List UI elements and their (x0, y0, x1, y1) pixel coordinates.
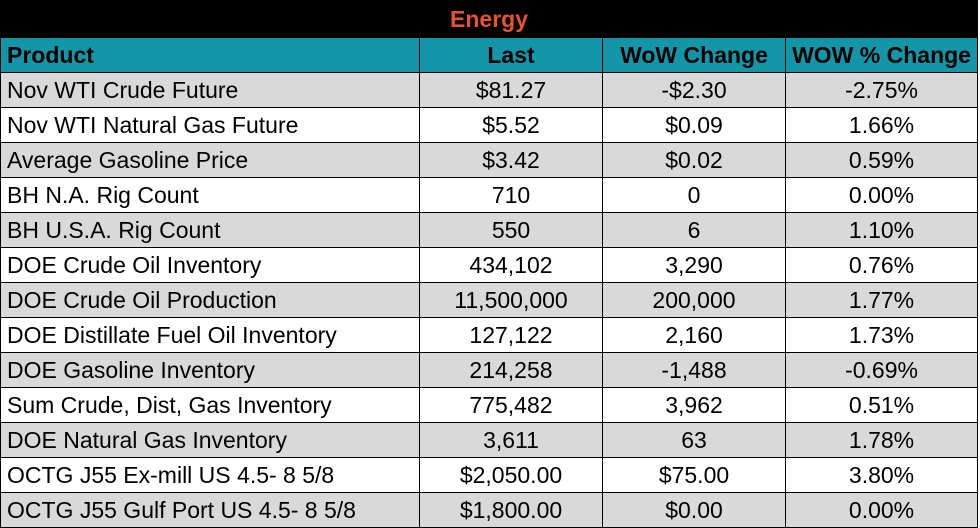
table-row: OCTG J55 Gulf Port US 4.5- 8 5/8 $1,800.0… (0, 492, 979, 528)
wow-change-cell: 200,000 (602, 282, 786, 318)
table-row: DOE Natural Gas Inventory 3,611 63 1.78% (0, 422, 979, 458)
product-cell: DOE Crude Oil Inventory (0, 247, 420, 283)
wow-change-cell: 3,962 (602, 387, 786, 423)
product-cell: BH U.S.A. Rig Count (0, 212, 420, 248)
wow-pct-change-cell: -2.75% (784, 72, 979, 108)
table-row: DOE Crude Oil Inventory 434,102 3,290 0.76% (0, 247, 979, 283)
product-cell: DOE Crude Oil Production (0, 282, 420, 318)
header-wow-change: WoW Change (602, 37, 786, 73)
table-row: BH U.S.A. Rig Count 550 6 1.10% (0, 212, 979, 248)
header-product: Product (0, 37, 420, 73)
wow-change-cell: $0.02 (602, 142, 786, 178)
wow-change-cell: 3,290 (602, 247, 786, 283)
product-cell: Sum Crude, Dist, Gas Inventory (0, 387, 420, 423)
wow-pct-change-cell: 1.77% (784, 282, 979, 318)
table-row: Nov WTI Natural Gas Future $5.52 $0.09 1.66… (0, 107, 979, 143)
last-cell: 214,258 (419, 352, 603, 388)
header-last: Last (419, 37, 603, 73)
last-cell: 11,500,000 (419, 282, 603, 318)
last-cell: 3,611 (419, 422, 603, 458)
wow-pct-change-cell: 3.80% (784, 457, 979, 493)
last-cell: $81.27 (419, 72, 603, 108)
header-row: Product Last WoW Change WOW % Change (0, 37, 979, 73)
wow-change-cell: $0.00 (602, 492, 786, 528)
table-row: Nov WTI Crude Future $81.27 -$2.30 -2.75% (0, 72, 979, 108)
table-row: DOE Crude Oil Production 11,500,000 200,00… (0, 282, 979, 318)
table-row: DOE Distillate Fuel Oil Inventory 127,122… (0, 317, 979, 353)
product-cell: DOE Distillate Fuel Oil Inventory (0, 317, 420, 353)
table-title: Energy (0, 0, 979, 38)
product-cell: DOE Gasoline Inventory (0, 352, 420, 388)
wow-change-cell: 6 (602, 212, 786, 248)
product-cell: Average Gasoline Price (0, 142, 420, 178)
product-cell: OCTG J55 Gulf Port US 4.5- 8 5/8 (0, 492, 420, 528)
wow-pct-change-cell: 1.10% (784, 212, 979, 248)
wow-pct-change-cell: 0.59% (784, 142, 979, 178)
product-cell: Nov WTI Natural Gas Future (0, 107, 420, 143)
wow-pct-change-cell: -0.69% (784, 352, 979, 388)
product-cell: DOE Natural Gas Inventory (0, 422, 420, 458)
last-cell: 550 (419, 212, 603, 248)
wow-pct-change-cell: 1.73% (784, 317, 979, 353)
table-row: Sum Crude, Dist, Gas Inventory 775,482 3,9… (0, 387, 979, 423)
wow-pct-change-cell: 0.51% (784, 387, 979, 423)
wow-change-cell: $75.00 (602, 457, 786, 493)
wow-pct-change-cell: 0.76% (784, 247, 979, 283)
table-row: BH N.A. Rig Count 710 0 0.00% (0, 177, 979, 213)
last-cell: $1,800.00 (419, 492, 603, 528)
last-cell: $5.52 (419, 107, 603, 143)
product-cell: OCTG J55 Ex-mill US 4.5- 8 5/8 (0, 457, 420, 493)
last-cell: 775,482 (419, 387, 603, 423)
last-cell: 434,102 (419, 247, 603, 283)
last-cell: $3.42 (419, 142, 603, 178)
wow-pct-change-cell: 1.66% (784, 107, 979, 143)
table-body: Nov WTI Crude Future $81.27 -$2.30 -2.75% No… (0, 72, 979, 528)
wow-change-cell: -1,488 (602, 352, 786, 388)
wow-pct-change-cell: 0.00% (784, 492, 979, 528)
wow-pct-change-cell: 1.78% (784, 422, 979, 458)
wow-change-cell: 63 (602, 422, 786, 458)
wow-pct-change-cell: 0.00% (784, 177, 979, 213)
wow-change-cell: 0 (602, 177, 786, 213)
table-row: DOE Gasoline Inventory 214,258 -1,488 -0.69… (0, 352, 979, 388)
header-wow-pct-change: WOW % Change (784, 37, 979, 73)
last-cell: 710 (419, 177, 603, 213)
table-row: Average Gasoline Price $3.42 $0.02 0.59% (0, 142, 979, 178)
product-cell: BH N.A. Rig Count (0, 177, 420, 213)
last-cell: 127,122 (419, 317, 603, 353)
wow-change-cell: 2,160 (602, 317, 786, 353)
wow-change-cell: -$2.30 (602, 72, 786, 108)
last-cell: $2,050.00 (419, 457, 603, 493)
product-cell: Nov WTI Crude Future (0, 72, 420, 108)
table-row: OCTG J55 Ex-mill US 4.5- 8 5/8 $2,050.00 $… (0, 457, 979, 493)
title-row: Energy (0, 0, 979, 38)
wow-change-cell: $0.09 (602, 107, 786, 143)
